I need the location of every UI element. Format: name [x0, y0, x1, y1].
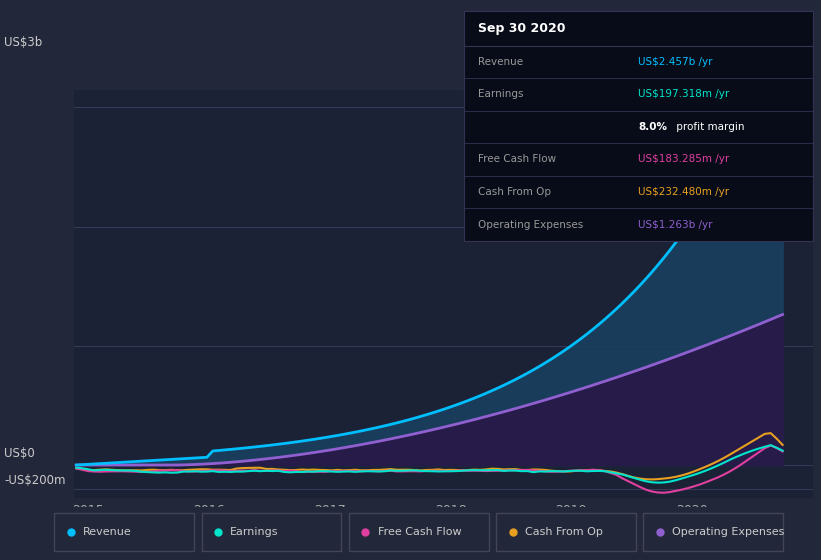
Text: Earnings: Earnings: [478, 90, 523, 100]
Text: US$3b: US$3b: [4, 36, 43, 49]
Text: US$183.285m /yr: US$183.285m /yr: [639, 155, 730, 165]
Text: Revenue: Revenue: [478, 57, 523, 67]
Text: Sep 30 2020: Sep 30 2020: [478, 22, 566, 35]
Text: US$0: US$0: [4, 447, 34, 460]
Text: US$1.263b /yr: US$1.263b /yr: [639, 220, 713, 230]
Text: US$197.318m /yr: US$197.318m /yr: [639, 90, 730, 100]
Text: Free Cash Flow: Free Cash Flow: [478, 155, 556, 165]
Text: profit margin: profit margin: [673, 122, 745, 132]
Text: 8.0%: 8.0%: [639, 122, 667, 132]
Text: Operating Expenses: Operating Expenses: [672, 527, 785, 537]
Text: Free Cash Flow: Free Cash Flow: [378, 527, 461, 537]
Text: Cash From Op: Cash From Op: [478, 187, 551, 197]
Text: Revenue: Revenue: [83, 527, 131, 537]
Text: Operating Expenses: Operating Expenses: [478, 220, 583, 230]
Text: Earnings: Earnings: [230, 527, 279, 537]
Text: -US$200m: -US$200m: [4, 474, 66, 487]
Text: Cash From Op: Cash From Op: [525, 527, 603, 537]
Text: US$232.480m /yr: US$232.480m /yr: [639, 187, 729, 197]
Bar: [464, 11, 813, 46]
Text: US$2.457b /yr: US$2.457b /yr: [639, 57, 713, 67]
